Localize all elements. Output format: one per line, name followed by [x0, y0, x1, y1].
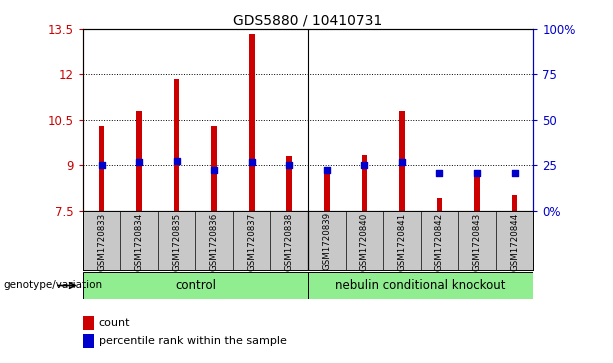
Text: GSM1720838: GSM1720838 [285, 212, 294, 270]
Text: nebulin conditional knockout: nebulin conditional knockout [335, 279, 506, 292]
Title: GDS5880 / 10410731: GDS5880 / 10410731 [234, 14, 383, 28]
Text: count: count [99, 318, 130, 328]
Bar [211, 126, 217, 211]
Bar [324, 170, 330, 211]
Bar [399, 111, 405, 211]
Point [209, 167, 219, 173]
Point [97, 162, 107, 168]
Point [397, 159, 407, 165]
Bar [99, 126, 104, 211]
Text: GSM1720844: GSM1720844 [510, 212, 519, 270]
Bar [436, 199, 442, 211]
Bar [512, 195, 517, 211]
Text: GSM1720839: GSM1720839 [322, 212, 331, 270]
Text: GSM1720833: GSM1720833 [97, 212, 106, 270]
Point [134, 159, 144, 165]
Point [247, 159, 257, 165]
Bar [474, 174, 480, 211]
Text: GSM1720836: GSM1720836 [210, 212, 219, 270]
Text: GSM1720834: GSM1720834 [135, 212, 143, 270]
Point [284, 162, 294, 168]
Text: GSM1720841: GSM1720841 [397, 212, 406, 270]
Text: GSM1720837: GSM1720837 [247, 212, 256, 270]
Text: GSM1720842: GSM1720842 [435, 212, 444, 270]
Bar [83, 272, 308, 299]
Point [359, 162, 369, 168]
Point [435, 170, 444, 176]
Point [172, 158, 181, 163]
Bar [249, 34, 254, 211]
Point [472, 170, 482, 176]
Text: GSM1720840: GSM1720840 [360, 212, 369, 270]
Bar [136, 111, 142, 211]
Bar [174, 79, 180, 211]
Text: genotype/variation: genotype/variation [3, 281, 102, 290]
Bar [286, 156, 292, 211]
Bar [362, 155, 367, 211]
Text: percentile rank within the sample: percentile rank within the sample [99, 336, 286, 346]
Bar [308, 272, 533, 299]
Text: GSM1720835: GSM1720835 [172, 212, 181, 270]
Point [322, 167, 332, 173]
Point [509, 170, 519, 176]
Text: GSM1720843: GSM1720843 [473, 212, 481, 270]
Text: control: control [175, 279, 216, 292]
